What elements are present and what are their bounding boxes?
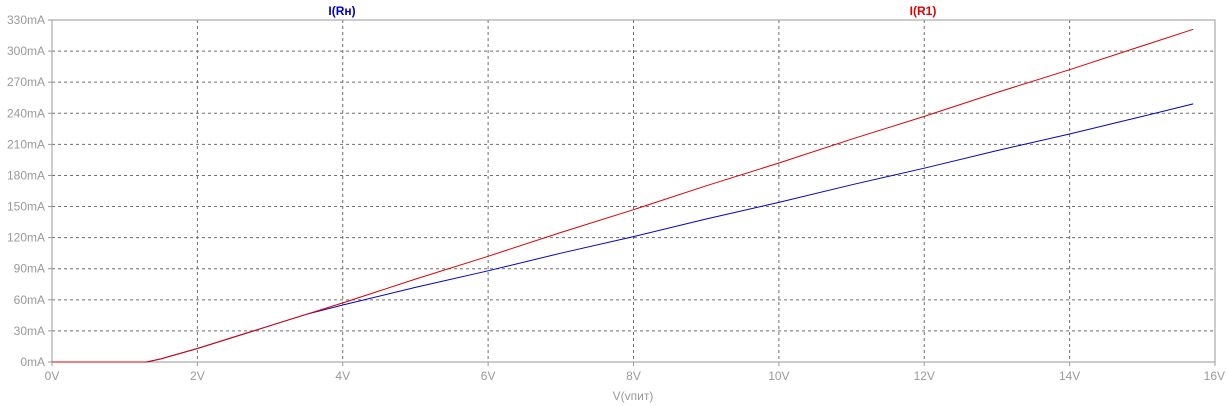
y-tick-label: 30mA (14, 324, 45, 338)
series-line-0 (52, 103, 1194, 363)
y-tick-label: 60mA (14, 293, 45, 307)
y-tick-label: 300mA (7, 44, 45, 58)
grid (52, 20, 1215, 362)
y-tick-label: 90mA (14, 262, 45, 276)
x-tick-label: 16V (1204, 369, 1225, 383)
y-tick-label: 180mA (7, 168, 45, 182)
y-tick-label: 120mA (7, 231, 45, 245)
y-tick-label: 240mA (7, 106, 45, 120)
y-tick-label: 330mA (7, 13, 45, 27)
y-tick-label: 270mA (7, 75, 45, 89)
x-tick-label: 14V (1059, 369, 1080, 383)
series-layer (52, 28, 1194, 363)
y-tick-label: 150mA (7, 200, 45, 214)
x-tick-label: 0V (45, 369, 60, 383)
x-tick-label: 8V (626, 369, 641, 383)
legend-label-0[interactable]: I(Rн) (328, 4, 355, 18)
x-tick-label: 12V (914, 369, 935, 383)
y-tick-label: 0mA (20, 355, 45, 369)
legend-label-1[interactable]: I(R1) (910, 4, 937, 18)
tick-labels: 0V 2V 4V 6V 8V 10V 12V 14V 16V 0mA 30mA 60mA 90mA 120… (7, 13, 1225, 383)
x-tick-label: 6V (481, 369, 496, 383)
x-axis-title: V(vпит) (613, 389, 654, 403)
x-tick-label: 2V (190, 369, 205, 383)
y-tick-label: 210mA (7, 137, 45, 151)
series-line-1 (52, 28, 1194, 363)
legend: I(Rн) I(R1) (328, 4, 936, 18)
x-tick-label: 10V (768, 369, 789, 383)
x-tick-label: 4V (335, 369, 350, 383)
